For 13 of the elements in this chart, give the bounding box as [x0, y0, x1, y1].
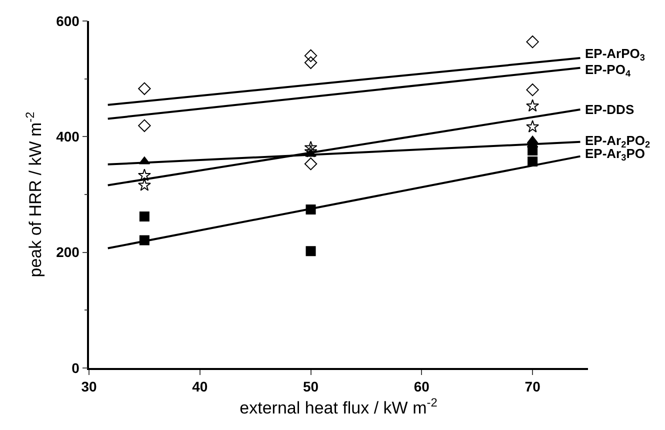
series-label: EP-ArPO$_{3}$ [585, 46, 645, 63]
x-tick-label: 30 [81, 378, 97, 395]
x-tick-label: 50 [302, 378, 319, 395]
y-tick-label: 600 [56, 12, 80, 29]
series-label: EP-PO$_{4}$ [585, 62, 632, 79]
x-tick-label: 60 [414, 378, 430, 395]
x-tick-label: 40 [192, 378, 208, 395]
y-tick-label: 400 [56, 128, 80, 145]
series-label: EP-DDS [585, 102, 634, 117]
y-tick-label: 0 [72, 360, 80, 376]
y-tick-label: 200 [56, 244, 80, 260]
x-axis-title: external heat flux / kW m$^{-2}$ [240, 395, 438, 418]
x-tick-label: 70 [524, 378, 541, 395]
